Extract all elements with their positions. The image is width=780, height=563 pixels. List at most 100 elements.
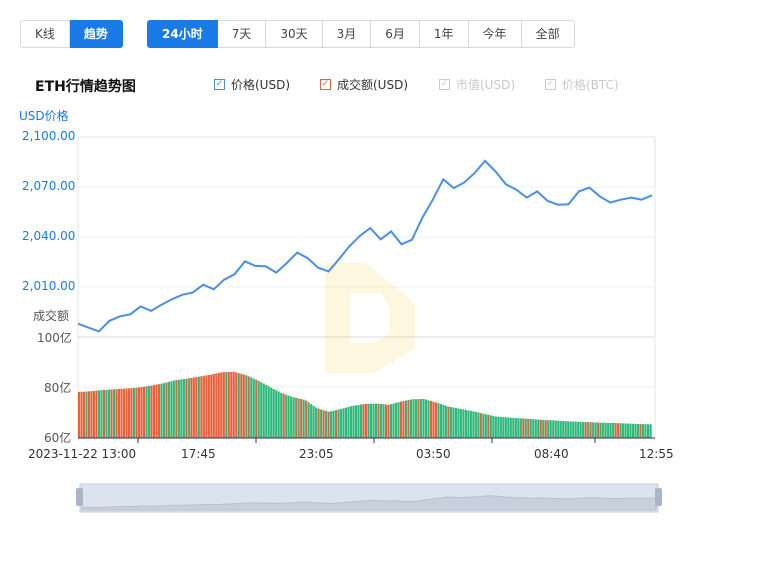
- volume-bar: [499, 416, 502, 438]
- volume-bar: [107, 389, 111, 438]
- tab-trend[interactable]: 趋势: [69, 20, 123, 48]
- volume-bar: [547, 420, 550, 438]
- volume-bar: [564, 421, 567, 438]
- volume-bar: [569, 421, 572, 438]
- volume-bar: [255, 379, 258, 438]
- volume-bar: [504, 417, 507, 438]
- x-tick-label: 12:55: [639, 447, 674, 461]
- tab-1y[interactable]: 1年: [419, 20, 469, 48]
- volume-bar: [477, 412, 480, 438]
- volume-bar: [572, 421, 575, 438]
- volume-bar: [527, 418, 530, 438]
- volume-bar: [509, 417, 512, 438]
- tab-all[interactable]: 全部: [521, 20, 575, 48]
- volume-bar: [132, 387, 136, 438]
- chart-title: ETH行情趋势图: [35, 79, 136, 95]
- volume-bar: [482, 413, 485, 438]
- volume-bar: [589, 422, 592, 438]
- legend-price-btc[interactable]: ✓ 价格(BTC): [545, 76, 619, 93]
- volume-bar: [542, 419, 545, 438]
- volume-bar: [417, 399, 420, 438]
- legend-marketcap-usd[interactable]: ✓ 市值(USD): [439, 76, 515, 93]
- volume-bar: [317, 408, 320, 438]
- volume-bar: [355, 405, 358, 438]
- volume-bar: [142, 386, 146, 438]
- volume-bar: [357, 404, 360, 438]
- volume-bar: [245, 375, 248, 438]
- tab-24h[interactable]: 24小时: [147, 20, 218, 48]
- volume-bar: [484, 414, 487, 438]
- volume-bar: [437, 403, 440, 438]
- volume-bar: [454, 407, 457, 438]
- volume-bar: [444, 405, 447, 438]
- tab-30d[interactable]: 30天: [266, 20, 323, 48]
- volume-bar: [210, 374, 213, 438]
- volume-bar: [82, 391, 86, 438]
- price-tick-label: 2,070.00: [22, 179, 76, 193]
- volume-bar: [457, 408, 460, 438]
- volume-bar: [250, 377, 253, 438]
- volume-bar: [624, 423, 627, 438]
- volume-bar: [464, 409, 467, 438]
- tab-7d[interactable]: 7天: [217, 20, 267, 48]
- volume-bar: [217, 372, 220, 438]
- volume-bar: [409, 399, 413, 438]
- volume-bar: [310, 404, 313, 438]
- volume-bar: [130, 388, 133, 438]
- volume-bar: [592, 422, 595, 438]
- volume-bar: [494, 416, 497, 438]
- volume-bar: [529, 418, 532, 438]
- x-tick-label: 17:45: [181, 447, 216, 461]
- volume-bar: [462, 409, 465, 438]
- volume-bar: [280, 392, 283, 438]
- volume-bar: [272, 388, 275, 438]
- zoom-slider[interactable]: [76, 483, 662, 513]
- volume-bar: [247, 376, 250, 438]
- time-range-tabs: 24小时 7天 30天 3月 6月 1年 今年 全部: [147, 20, 575, 48]
- volume-bar: [512, 417, 515, 438]
- tab-3m[interactable]: 3月: [322, 20, 372, 48]
- volume-bar: [422, 399, 425, 438]
- legend-volume-usd[interactable]: ✓ 成交额(USD): [320, 76, 408, 93]
- volume-bar: [225, 372, 228, 438]
- volume-bar: [222, 372, 225, 438]
- tab-kline[interactable]: K线: [20, 20, 70, 48]
- volume-bar: [290, 396, 293, 438]
- tab-6m[interactable]: 6月: [371, 20, 420, 48]
- volume-bar: [497, 416, 500, 438]
- volume-bar: [260, 382, 263, 438]
- volume-bar: [285, 394, 288, 438]
- volume-bar: [257, 380, 260, 438]
- volume-bar: [332, 410, 335, 438]
- volume-bar: [102, 389, 106, 438]
- volume-bar: [105, 389, 108, 438]
- volume-bar: [492, 415, 495, 438]
- legend-label: 成交额(USD): [337, 78, 409, 92]
- legend-price-usd[interactable]: ✓ 价格(USD): [214, 76, 290, 93]
- volume-bar: [487, 414, 490, 438]
- slider-handle-right[interactable]: [655, 488, 662, 506]
- volume-bar: [397, 402, 400, 438]
- volume-bar: [162, 383, 165, 438]
- x-tick-label: 03:50: [416, 447, 451, 461]
- volume-bar: [360, 404, 363, 438]
- volume-bar: [337, 409, 340, 438]
- volume-bar: [534, 419, 537, 438]
- volume-bar: [627, 423, 630, 438]
- volume-bar: [85, 391, 88, 438]
- volume-bar: [295, 397, 298, 438]
- tab-ytd[interactable]: 今年: [468, 20, 522, 48]
- volume-bar: [644, 424, 647, 438]
- volume-bar: [617, 423, 620, 438]
- volume-bar: [539, 419, 542, 438]
- volume-bar: [587, 422, 590, 438]
- volume-bar: [362, 404, 365, 438]
- slider-handle-left[interactable]: [76, 488, 83, 506]
- volume-bar: [275, 390, 278, 438]
- volume-bar: [594, 422, 597, 438]
- volume-bar: [439, 404, 442, 438]
- volume-bar: [392, 403, 395, 438]
- volume-bar: [579, 421, 582, 438]
- volume-bar: [325, 410, 328, 438]
- volume-bar: [145, 386, 148, 438]
